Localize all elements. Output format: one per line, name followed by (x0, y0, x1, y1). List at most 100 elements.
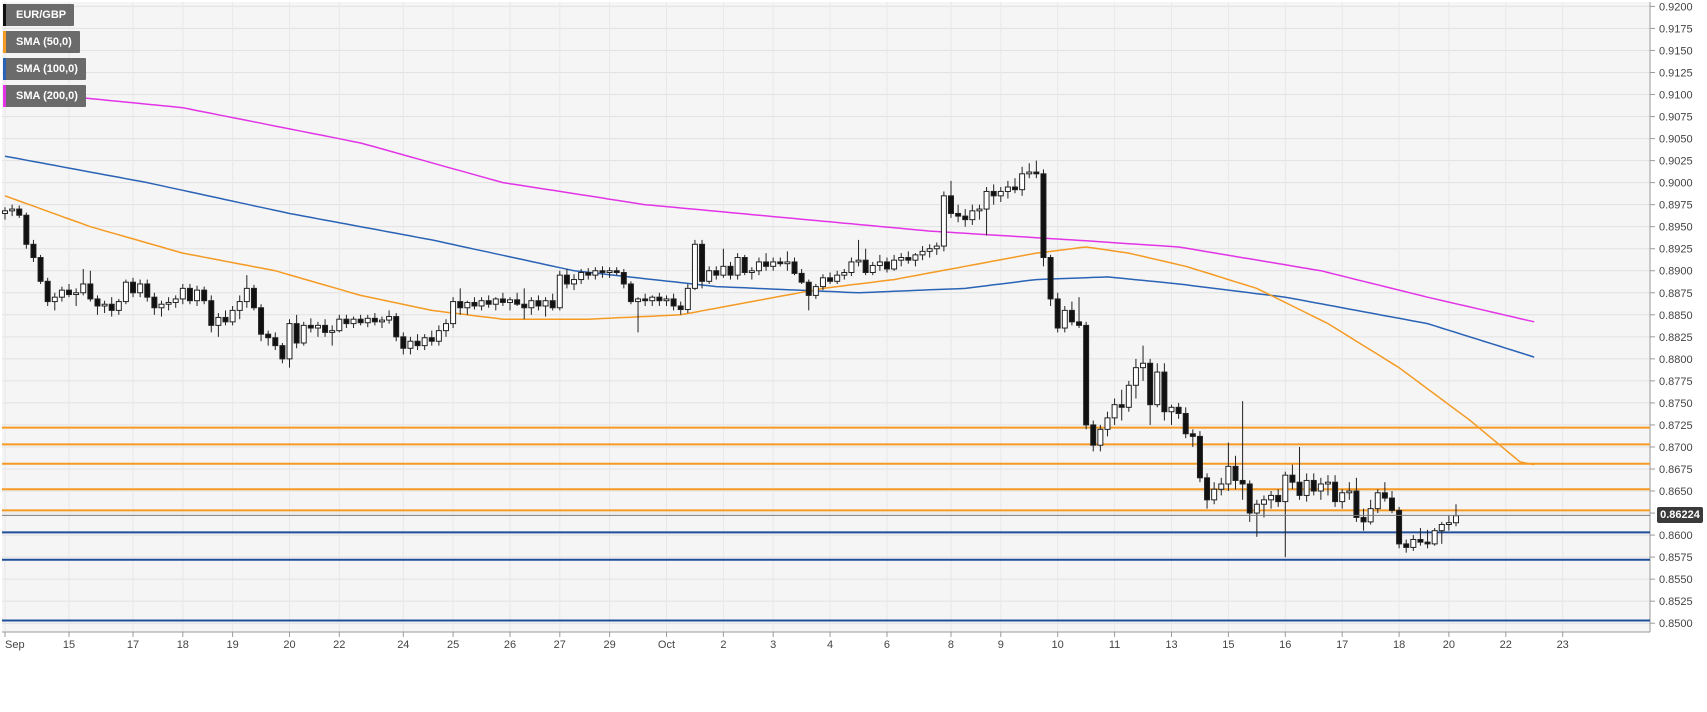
candle-body (940, 195, 947, 247)
candle-body (514, 299, 521, 305)
candle-body (926, 248, 933, 252)
x-tick-label: 24 (397, 639, 409, 651)
candle-body (130, 281, 137, 294)
candle-body (848, 261, 855, 274)
candle-body (1360, 516, 1367, 523)
candle-body (1282, 474, 1289, 503)
candle-body (1204, 477, 1211, 501)
candle-body (990, 190, 997, 197)
candle-body (1374, 492, 1381, 510)
candle-body (1417, 538, 1424, 543)
candle-body (1090, 424, 1097, 446)
candle-body (137, 283, 144, 294)
x-tick-label: 2 (720, 639, 726, 651)
y-tick-label: 0.8675 (1659, 464, 1693, 476)
candle-body (876, 261, 883, 266)
candle-body (492, 298, 499, 305)
candle-body (1396, 509, 1403, 545)
sma-200-line (4, 89, 1535, 323)
candle-body (1332, 481, 1339, 503)
y-tick-label: 0.9125 (1659, 67, 1693, 79)
candle-body (1019, 173, 1026, 191)
candle-body (948, 195, 954, 214)
candle-body (1339, 492, 1346, 503)
legend-item-sma200: SMA (200,0) (3, 85, 86, 107)
candle-body (784, 261, 791, 265)
candle-body (73, 292, 80, 296)
candle-body (222, 316, 229, 323)
candle-body (734, 257, 741, 276)
candle-body (933, 245, 940, 250)
candle-body (642, 298, 649, 302)
candle-body (1346, 490, 1353, 494)
x-tick-label: 9 (998, 639, 1004, 651)
candle-body (770, 261, 777, 267)
candle-body (1239, 479, 1246, 485)
candle-body (1004, 186, 1011, 192)
candle-body (87, 283, 94, 300)
candle-body (521, 303, 528, 309)
candle-body (1118, 404, 1125, 408)
x-tick-label: 10 (1052, 639, 1064, 651)
candle-body (378, 319, 385, 323)
candle-body (293, 323, 300, 344)
sma-50-line (4, 195, 1535, 466)
candle-body (1097, 428, 1104, 446)
legend-label: SMA (50,0) (16, 36, 72, 48)
candle-body (1253, 503, 1260, 514)
candle-body (1168, 406, 1175, 413)
candle-body (172, 298, 179, 303)
candle-body (1403, 543, 1410, 548)
x-tick-label: 15 (63, 639, 75, 651)
candle-body (471, 301, 478, 307)
candle-body (1033, 171, 1040, 175)
y-tick-label: 0.8975 (1659, 200, 1693, 212)
y-tick-label: 0.8650 (1659, 486, 1693, 498)
candle-body (1125, 384, 1132, 408)
x-tick-label: 11 (1109, 639, 1120, 651)
candle-body (755, 261, 762, 272)
candle-body (265, 333, 272, 339)
candle-body (1175, 406, 1182, 414)
legend-swatch (3, 58, 6, 80)
y-tick-label: 0.8725 (1659, 420, 1693, 432)
candle-body (741, 257, 748, 274)
plot-area (2, 2, 1650, 632)
candle-body (1026, 171, 1033, 175)
x-tick-label: 17 (1336, 639, 1348, 651)
y-tick-label: 0.8550 (1659, 574, 1693, 586)
sma-100-line (4, 155, 1535, 358)
x-tick-label: 20 (1443, 639, 1455, 651)
candle-body (1381, 492, 1388, 499)
candle-body (357, 318, 364, 324)
y-tick-label: 0.8775 (1659, 376, 1693, 388)
candle-body (507, 299, 513, 303)
last-price-label: 0.86224 (1657, 507, 1703, 524)
candle-body (1104, 417, 1111, 430)
candle-body (393, 316, 400, 338)
candle-body (1260, 499, 1267, 505)
candle-body (371, 317, 378, 323)
candle-body (1445, 522, 1452, 526)
candle-body (549, 300, 556, 309)
candle-body (1211, 488, 1218, 501)
x-tick-label: 18 (177, 639, 189, 651)
candle-body (727, 265, 734, 276)
candle-body (627, 283, 634, 303)
candle-body (812, 286, 819, 296)
candle-body (535, 300, 542, 307)
y-tick-label: 0.8900 (1659, 266, 1693, 278)
candle-body (1076, 321, 1083, 326)
candle-body (179, 287, 186, 300)
candle-body (2, 210, 8, 214)
legend-label: SMA (100,0) (16, 63, 78, 75)
candle-body (208, 300, 215, 326)
x-tick-label: 20 (283, 639, 295, 651)
candle-body (9, 208, 16, 212)
y-tick-label: 0.9150 (1659, 45, 1693, 57)
candle-body (620, 272, 627, 285)
x-tick-label: 25 (447, 639, 459, 651)
candle-body (805, 281, 812, 296)
candle-body (869, 264, 876, 274)
